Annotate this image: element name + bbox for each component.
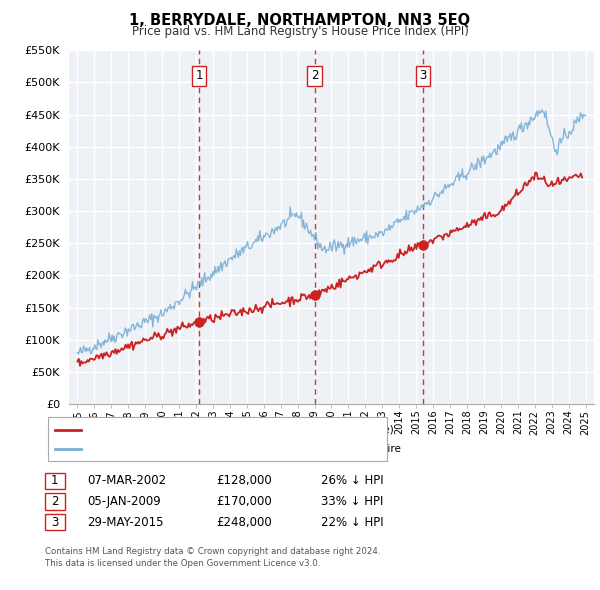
Text: 1, BERRYDALE, NORTHAMPTON, NN3 5EQ: 1, BERRYDALE, NORTHAMPTON, NN3 5EQ bbox=[130, 13, 470, 28]
Text: Contains HM Land Registry data © Crown copyright and database right 2024.: Contains HM Land Registry data © Crown c… bbox=[45, 547, 380, 556]
Text: 22% ↓ HPI: 22% ↓ HPI bbox=[321, 516, 383, 529]
Text: 1, BERRYDALE, NORTHAMPTON, NN3 5EQ (detached house): 1, BERRYDALE, NORTHAMPTON, NN3 5EQ (deta… bbox=[84, 425, 394, 434]
Text: 3: 3 bbox=[51, 516, 59, 529]
Text: 3: 3 bbox=[419, 70, 427, 83]
Text: 29-MAY-2015: 29-MAY-2015 bbox=[87, 516, 163, 529]
Text: £170,000: £170,000 bbox=[216, 495, 272, 508]
Text: Price paid vs. HM Land Registry's House Price Index (HPI): Price paid vs. HM Land Registry's House … bbox=[131, 25, 469, 38]
Text: 26% ↓ HPI: 26% ↓ HPI bbox=[321, 474, 383, 487]
Text: HPI: Average price, detached house, West Northamptonshire: HPI: Average price, detached house, West… bbox=[84, 444, 401, 454]
Text: 05-JAN-2009: 05-JAN-2009 bbox=[87, 495, 161, 508]
Text: £248,000: £248,000 bbox=[216, 516, 272, 529]
Text: £128,000: £128,000 bbox=[216, 474, 272, 487]
Text: 07-MAR-2002: 07-MAR-2002 bbox=[87, 474, 166, 487]
Text: 1: 1 bbox=[51, 474, 59, 487]
Text: 1: 1 bbox=[196, 70, 203, 83]
Text: 33% ↓ HPI: 33% ↓ HPI bbox=[321, 495, 383, 508]
Text: 2: 2 bbox=[51, 495, 59, 508]
Text: 2: 2 bbox=[311, 70, 319, 83]
Text: This data is licensed under the Open Government Licence v3.0.: This data is licensed under the Open Gov… bbox=[45, 559, 320, 568]
